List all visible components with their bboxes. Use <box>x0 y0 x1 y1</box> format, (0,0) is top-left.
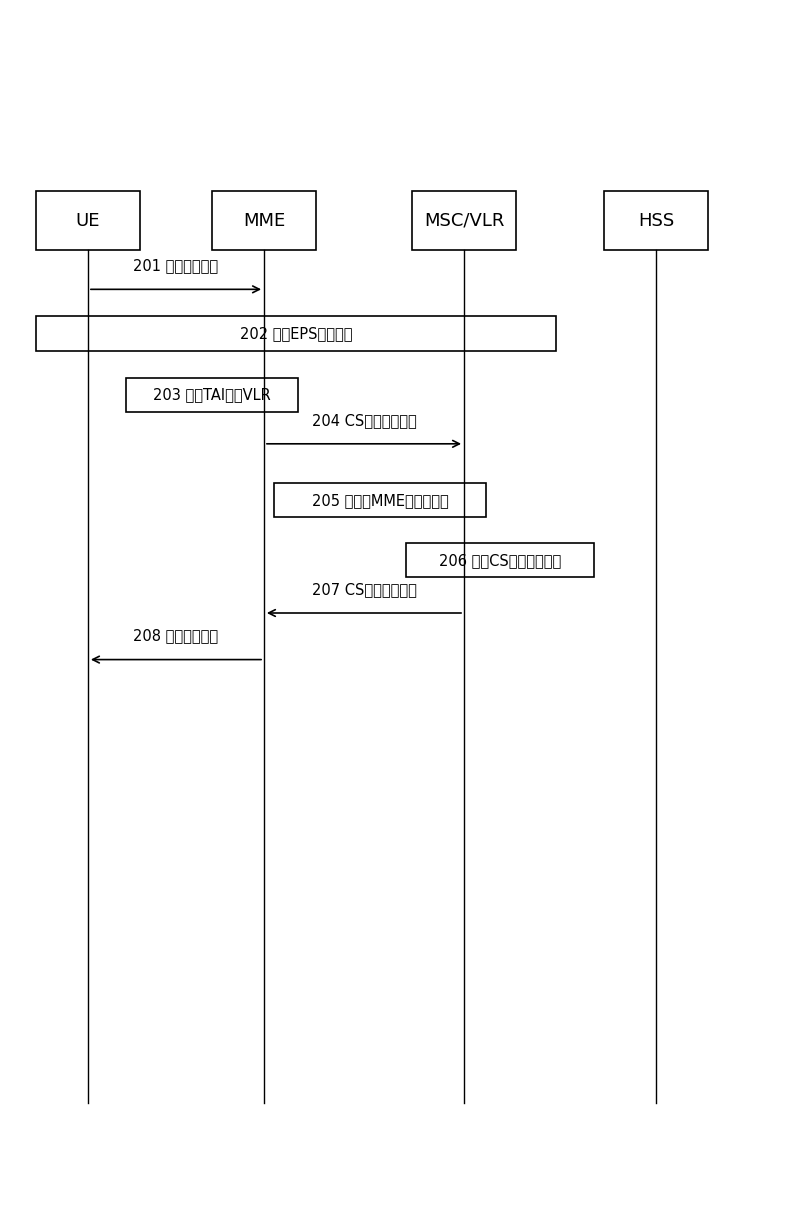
Text: 201 联合附着请求: 201 联合附着请求 <box>134 259 218 273</box>
Text: 205 建立与MME之间的关联: 205 建立与MME之间的关联 <box>312 493 448 508</box>
Bar <box>406 543 594 577</box>
Text: 202 执行EPS附着过程: 202 执行EPS附着过程 <box>240 326 352 341</box>
Bar <box>274 483 486 517</box>
Text: 206 执行CS位置更新过程: 206 执行CS位置更新过程 <box>439 553 561 568</box>
Bar <box>604 191 708 250</box>
Bar <box>412 191 516 250</box>
Text: 204 CS位置更新请求: 204 CS位置更新请求 <box>312 413 416 428</box>
Text: HSS: HSS <box>638 212 674 229</box>
Text: 208 附着接收响应: 208 附着接收响应 <box>134 629 218 644</box>
Text: MSC/VLR: MSC/VLR <box>424 212 504 229</box>
Bar <box>126 378 298 412</box>
Bar <box>36 191 140 250</box>
Text: MME: MME <box>243 212 285 229</box>
Bar <box>212 191 316 250</box>
Bar <box>36 316 556 351</box>
Text: 203 根据TAI选择VLR: 203 根据TAI选择VLR <box>153 387 271 402</box>
Text: UE: UE <box>76 212 100 229</box>
Text: 207 CS位置更新响应: 207 CS位置更新响应 <box>311 582 417 597</box>
